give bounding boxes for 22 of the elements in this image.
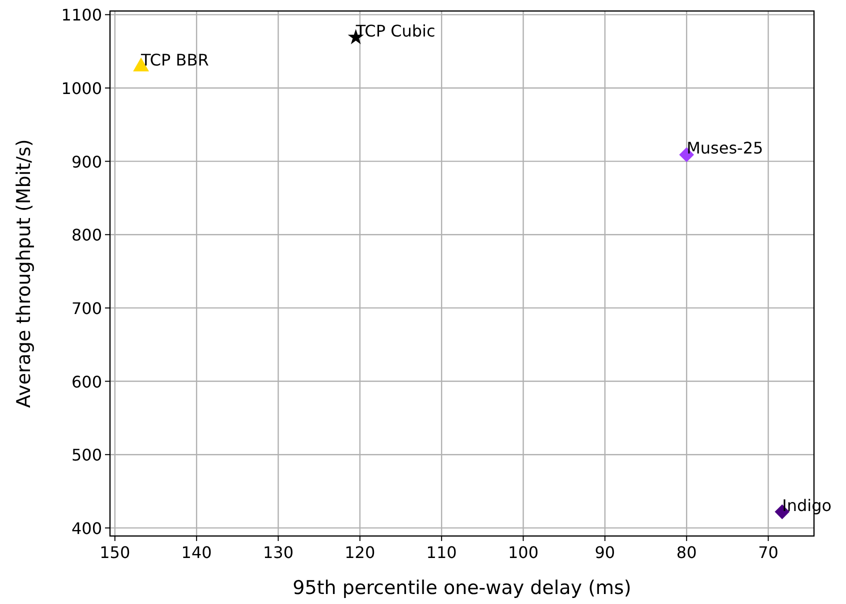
y-tick-label: 700 bbox=[71, 298, 102, 318]
series-label: Muses-25 bbox=[686, 138, 764, 158]
x-tick-label: 130 bbox=[262, 543, 294, 562]
y-tick-label: 800 bbox=[71, 226, 102, 245]
x-tick-label: 100 bbox=[508, 543, 539, 562]
y-tick-label: 1000 bbox=[61, 78, 102, 98]
x-tick-label: 70 bbox=[758, 543, 778, 562]
y-tick-label: 500 bbox=[71, 446, 102, 465]
x-tick-label: 110 bbox=[426, 543, 457, 562]
series-label: TCP BBR bbox=[140, 50, 209, 70]
y-tick-label: 1100 bbox=[61, 6, 102, 25]
x-axis-title: 95th percentile one-way delay (ms) bbox=[292, 577, 632, 599]
y-tick-label: 400 bbox=[71, 518, 102, 538]
x-tick-label: 80 bbox=[676, 543, 697, 562]
x-tick-label: 140 bbox=[181, 543, 212, 562]
y-tick-label: 900 bbox=[71, 152, 102, 172]
x-tick-label: 120 bbox=[344, 543, 376, 562]
y-axis-title: Average throughput (Mbit/s) bbox=[13, 139, 35, 408]
x-tick-label: 90 bbox=[594, 543, 616, 562]
x-tick-label: 150 bbox=[100, 543, 130, 562]
series-label: TCP Cubic bbox=[354, 21, 436, 40]
y-tick-label: 600 bbox=[71, 372, 102, 392]
